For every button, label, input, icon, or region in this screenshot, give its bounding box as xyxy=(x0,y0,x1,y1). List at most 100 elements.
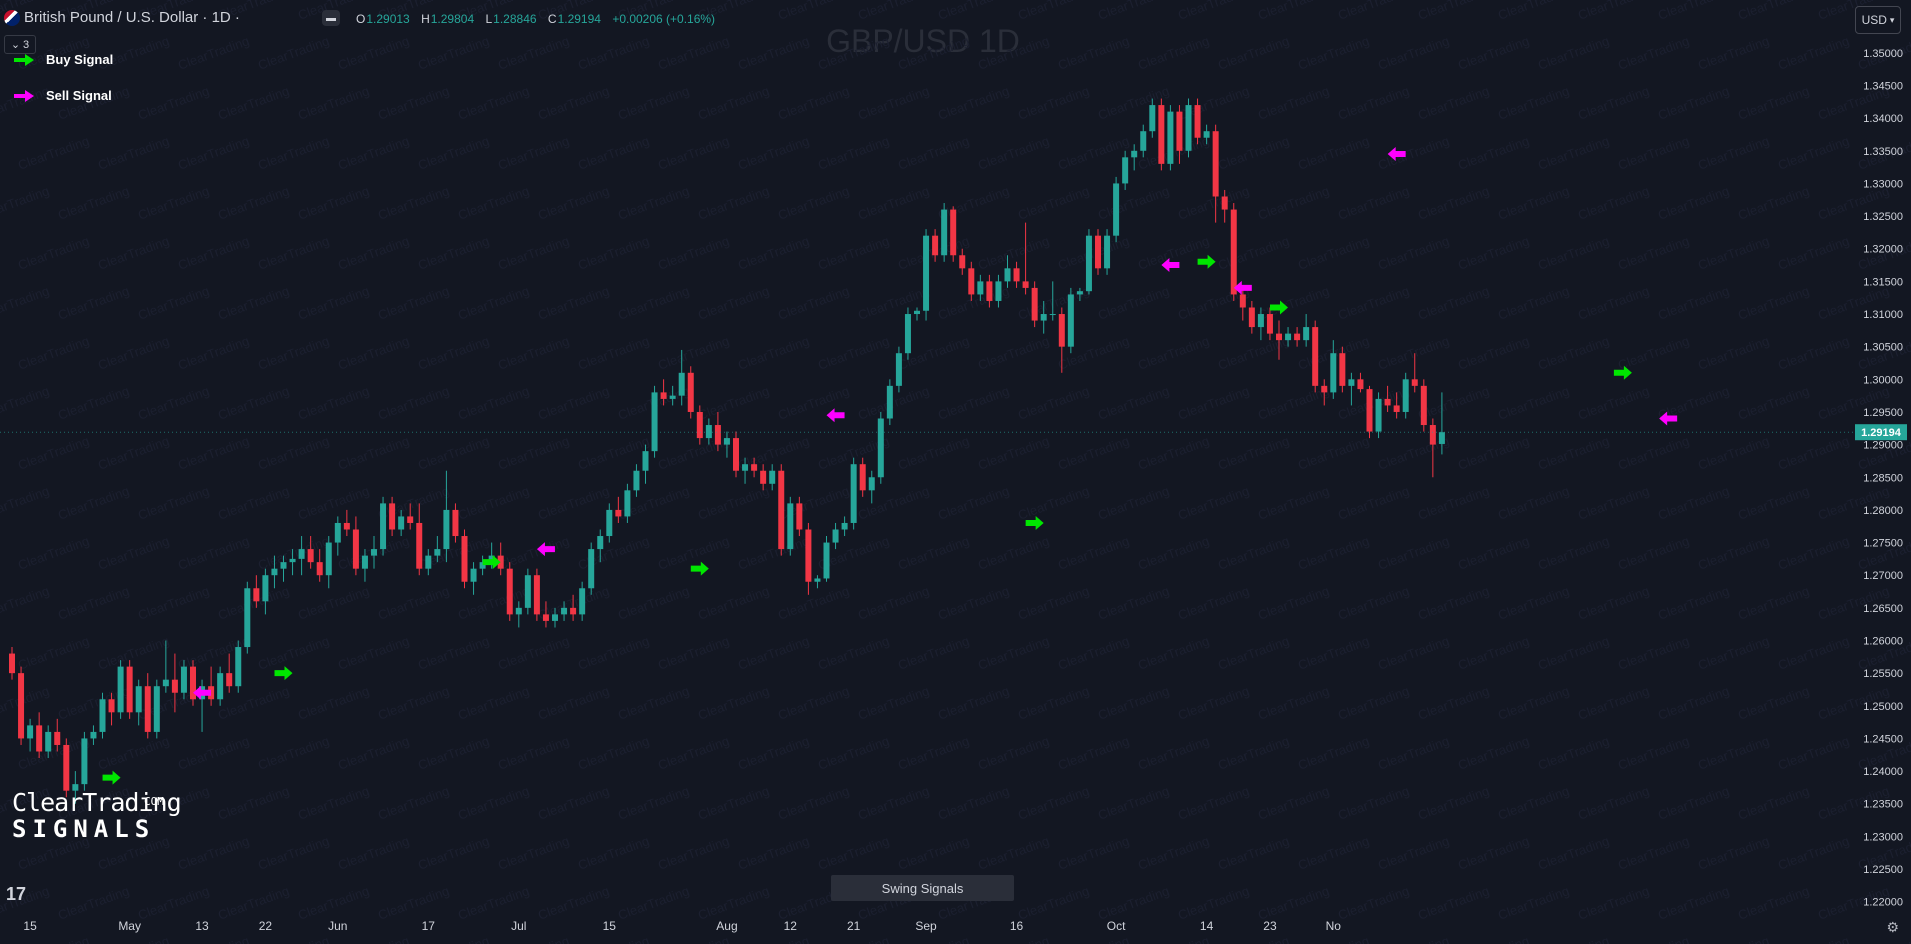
candle[interactable] xyxy=(1411,379,1418,386)
candle[interactable] xyxy=(235,647,242,687)
candle[interactable] xyxy=(1031,287,1038,321)
candle[interactable] xyxy=(542,614,549,621)
candle[interactable] xyxy=(1366,389,1373,432)
candle[interactable] xyxy=(298,549,305,559)
symbol-header[interactable]: British Pound / U.S. Dollar · 1D · xyxy=(4,9,240,26)
candle[interactable] xyxy=(452,509,459,537)
candle[interactable] xyxy=(751,464,758,471)
candle[interactable] xyxy=(343,522,350,530)
candle[interactable] xyxy=(868,477,875,491)
candle[interactable] xyxy=(271,568,278,576)
candle[interactable] xyxy=(760,470,767,484)
candle[interactable] xyxy=(859,464,866,491)
candle[interactable] xyxy=(678,372,685,396)
candle[interactable] xyxy=(733,438,739,471)
tradingview-logo[interactable]: 17 xyxy=(6,884,27,904)
candle[interactable] xyxy=(1303,327,1310,341)
candle[interactable] xyxy=(45,731,52,752)
candle[interactable] xyxy=(841,522,848,530)
candle[interactable] xyxy=(705,425,712,439)
candle[interactable] xyxy=(90,731,97,739)
candle[interactable] xyxy=(660,392,667,399)
candle[interactable] xyxy=(1230,209,1237,295)
candle[interactable] xyxy=(959,255,966,269)
candle[interactable] xyxy=(63,744,70,791)
candle[interactable] xyxy=(1212,131,1219,197)
candle[interactable] xyxy=(1022,281,1029,288)
candle[interactable] xyxy=(1276,333,1282,341)
candle[interactable] xyxy=(54,731,61,745)
candle[interactable] xyxy=(1158,105,1165,164)
indicator-name-label[interactable]: Swing Signals xyxy=(831,875,1014,901)
candle[interactable] xyxy=(633,470,640,491)
candle[interactable] xyxy=(597,536,604,550)
candle[interactable] xyxy=(36,725,43,752)
candle[interactable] xyxy=(307,549,314,563)
candle[interactable] xyxy=(769,470,776,484)
candle[interactable] xyxy=(389,503,396,530)
candle[interactable] xyxy=(796,503,803,530)
candle[interactable] xyxy=(190,666,196,700)
candle[interactable] xyxy=(1402,379,1409,412)
candle[interactable] xyxy=(1348,379,1355,386)
candle[interactable] xyxy=(1167,111,1174,164)
candle[interactable] xyxy=(778,470,785,550)
candle[interactable] xyxy=(434,549,441,556)
candle[interactable] xyxy=(696,411,703,439)
candle[interactable] xyxy=(714,425,721,445)
candle[interactable] xyxy=(814,578,821,582)
candle[interactable] xyxy=(1321,385,1328,393)
candle[interactable] xyxy=(470,568,477,582)
candle[interactable] xyxy=(479,562,486,569)
candle[interactable] xyxy=(162,679,169,687)
candle[interactable] xyxy=(624,490,631,517)
candle[interactable] xyxy=(334,522,341,543)
candle[interactable] xyxy=(651,392,658,452)
candle[interactable] xyxy=(153,686,160,732)
candle[interactable] xyxy=(27,725,34,739)
candle[interactable] xyxy=(144,686,151,732)
candle[interactable] xyxy=(877,418,884,478)
candle[interactable] xyxy=(1248,307,1255,328)
candle[interactable] xyxy=(289,558,296,563)
candle[interactable] xyxy=(1420,385,1427,426)
candle[interactable] xyxy=(923,235,930,311)
candle[interactable] xyxy=(9,653,15,674)
candle[interactable] xyxy=(1140,131,1147,151)
candle[interactable] xyxy=(823,542,830,579)
candle[interactable] xyxy=(262,575,269,602)
candle[interactable] xyxy=(977,281,984,295)
candle[interactable] xyxy=(135,686,142,713)
candle[interactable] xyxy=(642,451,649,471)
candle[interactable] xyxy=(117,666,124,713)
candle[interactable] xyxy=(1104,235,1111,269)
candle[interactable] xyxy=(579,588,586,615)
candle[interactable] xyxy=(570,607,577,615)
candle[interactable] xyxy=(986,281,993,301)
candle[interactable] xyxy=(1384,398,1391,406)
candle[interactable] xyxy=(217,673,224,700)
candle[interactable] xyxy=(253,588,260,602)
candle[interactable] xyxy=(126,666,133,713)
candle[interactable] xyxy=(371,549,377,556)
candle[interactable] xyxy=(742,464,749,471)
candle[interactable] xyxy=(497,555,504,569)
candle[interactable] xyxy=(552,614,558,621)
candle[interactable] xyxy=(950,209,957,256)
candle[interactable] xyxy=(932,235,939,256)
candle[interactable] xyxy=(1113,183,1120,236)
candle[interactable] xyxy=(171,679,178,693)
candle[interactable] xyxy=(1339,353,1346,386)
candle[interactable] xyxy=(72,784,79,791)
candle[interactable] xyxy=(443,509,450,550)
candle[interactable] xyxy=(1185,105,1192,151)
candle[interactable] xyxy=(805,529,812,582)
candle[interactable] xyxy=(280,562,287,569)
candle[interactable] xyxy=(1429,425,1436,445)
candle[interactable] xyxy=(687,372,694,412)
candle[interactable] xyxy=(208,686,215,700)
candle[interactable] xyxy=(425,555,432,569)
candle[interactable] xyxy=(1013,268,1020,282)
candle[interactable] xyxy=(1330,353,1337,393)
candle[interactable] xyxy=(895,353,902,386)
